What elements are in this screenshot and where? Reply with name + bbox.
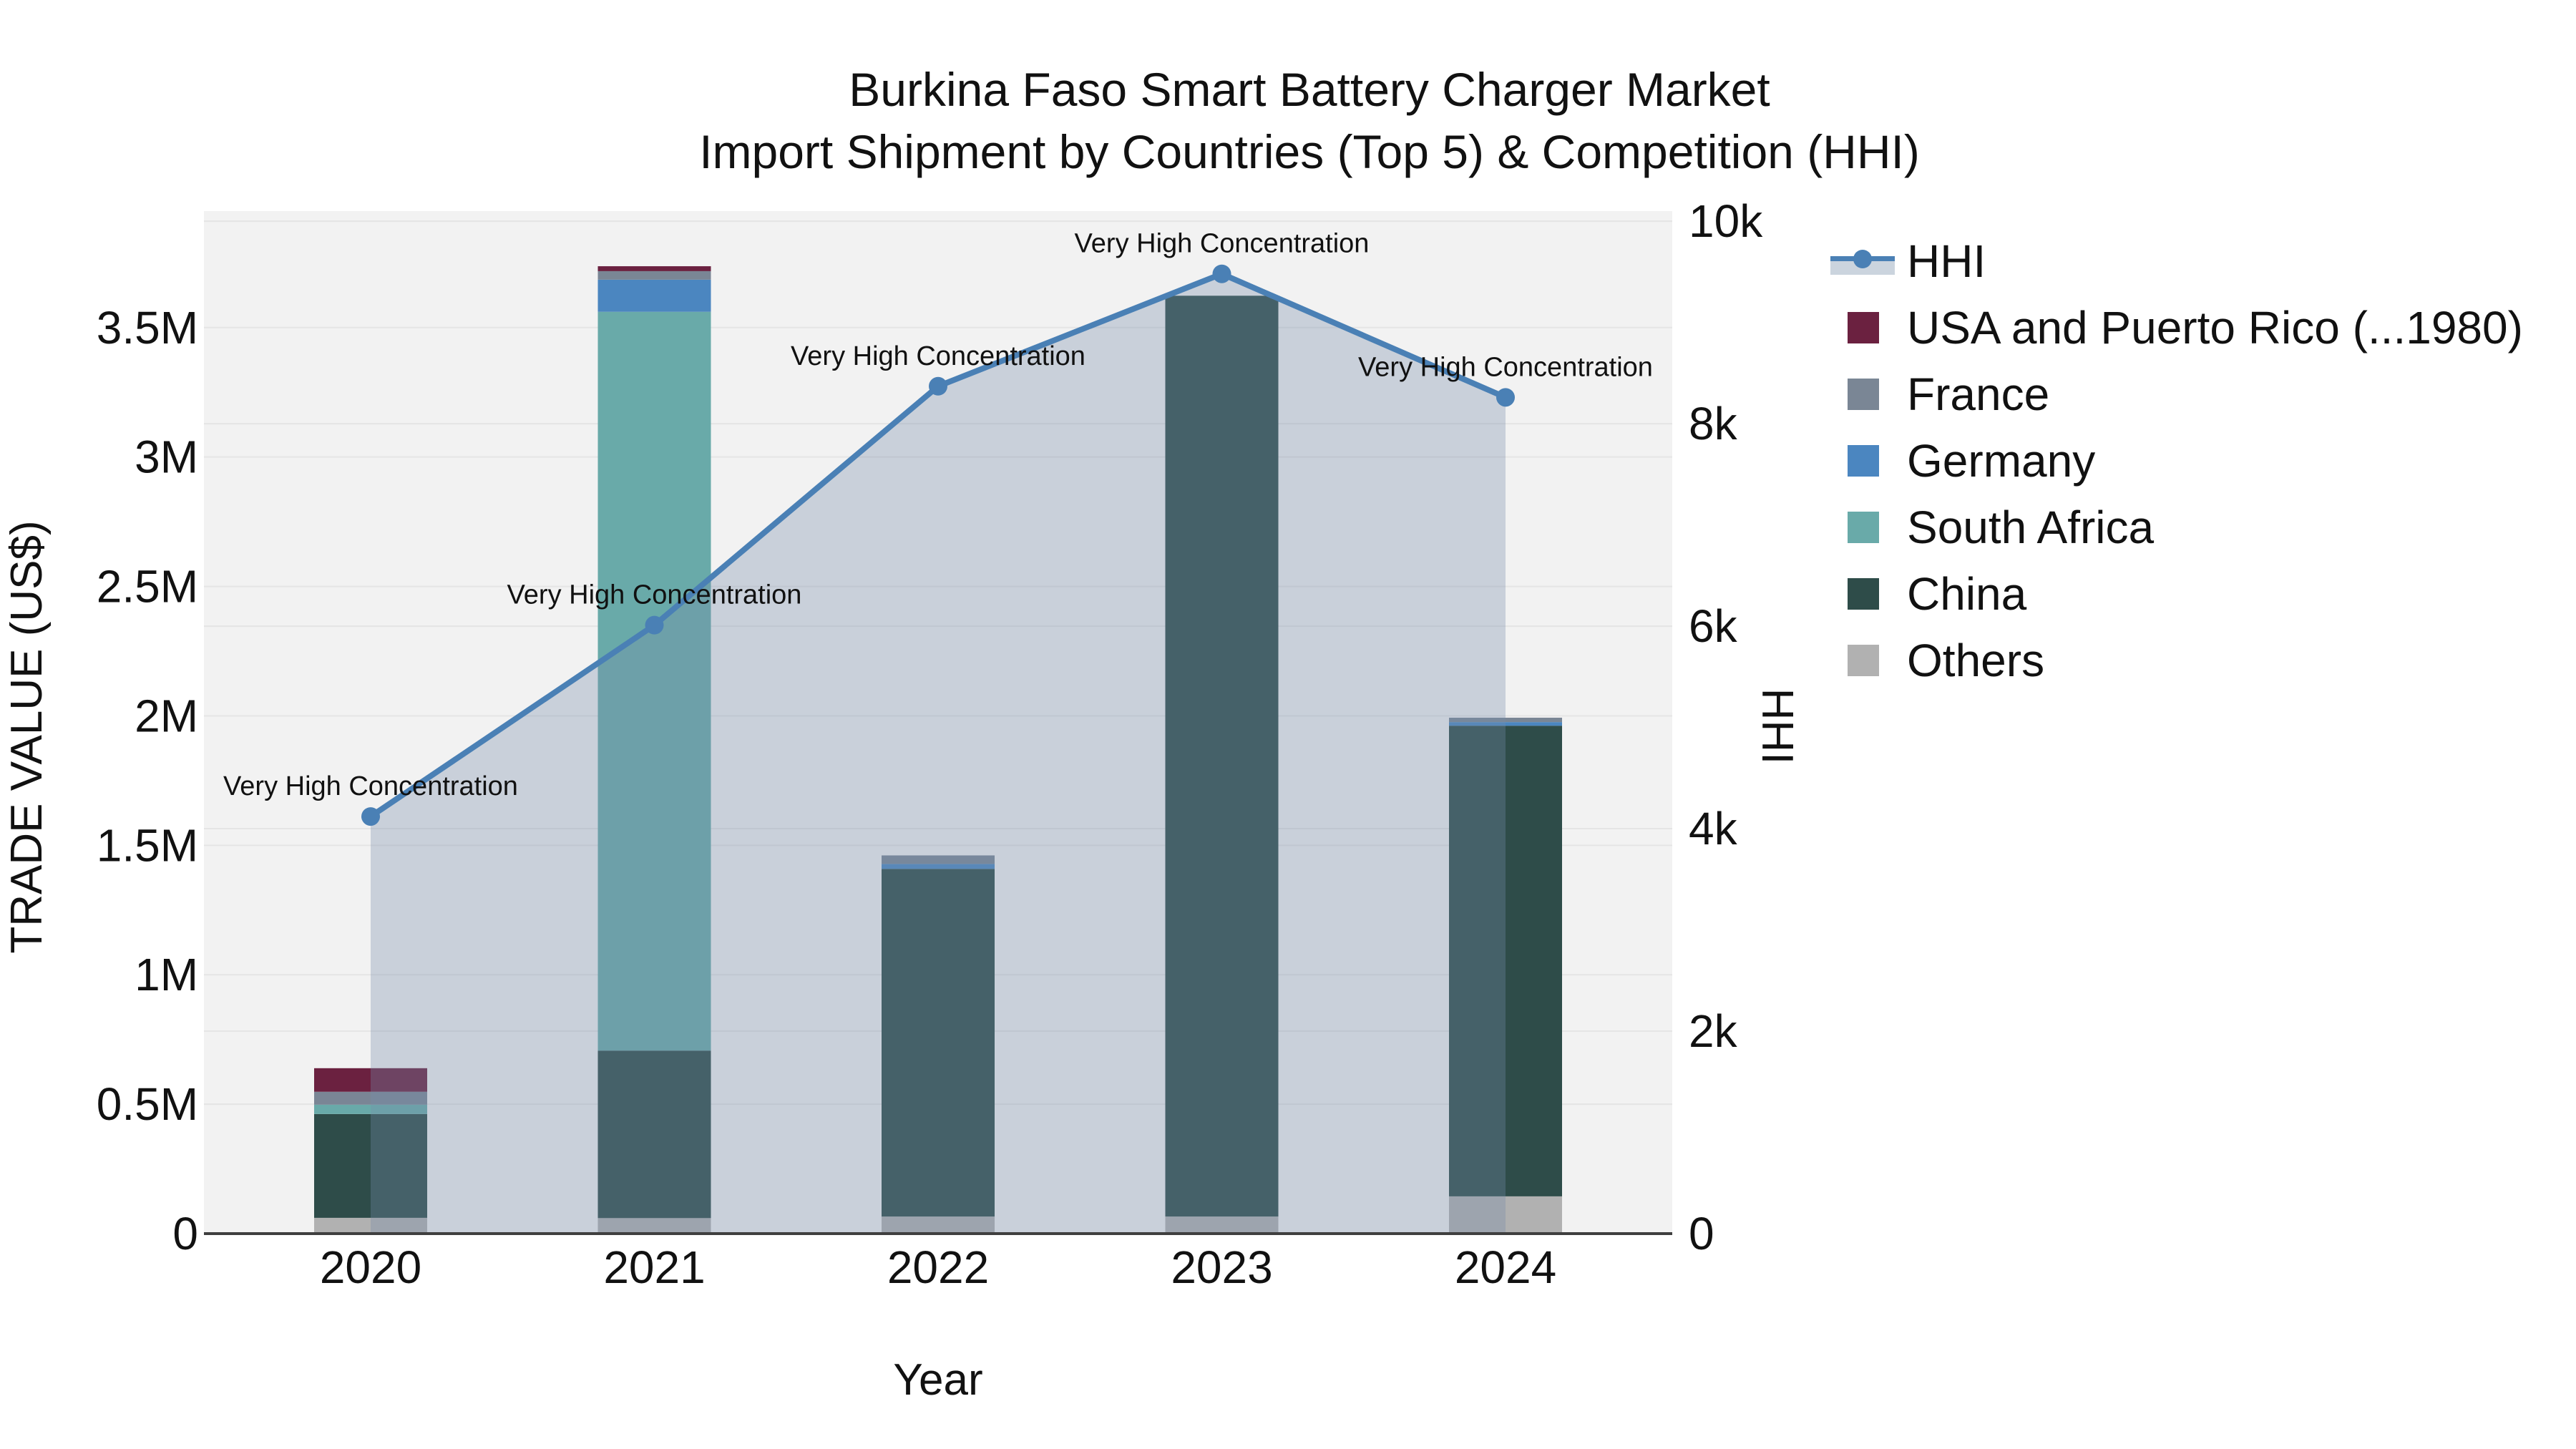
x-axis-title: Year [893, 1355, 983, 1405]
y-axis-left-title: TRADE VALUE (US$) [2, 520, 52, 954]
legend-label: South Africa [1907, 502, 2155, 553]
bar-segment-germany[interactable] [882, 864, 995, 869]
y-right-tick-label: 6k [1689, 600, 1738, 652]
legend-label: USA and Puerto Rico (...1980) [1907, 302, 2523, 353]
y-left-tick-label: 3.5M [97, 302, 198, 353]
y-left-tick-label: 2.5M [97, 561, 198, 613]
y-left-tick-label: 3M [135, 431, 198, 483]
x-tick-label: 2022 [887, 1241, 989, 1293]
bar-segment-france[interactable] [1449, 717, 1562, 723]
annotation-very-high-concentration: Very High Concentration [507, 580, 802, 610]
bar-segment-china[interactable] [597, 1050, 711, 1219]
y-right-tick-label: 8k [1689, 398, 1738, 449]
hhi-marker[interactable] [645, 615, 664, 635]
bar-segment-south-africa[interactable] [597, 311, 711, 1051]
hhi-marker[interactable] [1212, 264, 1231, 283]
bar-segment-usa-and-puerto-rico[interactable] [597, 266, 711, 271]
y-left-tick-label: 0 [172, 1208, 198, 1259]
usa-swatch-icon [1848, 312, 1879, 343]
y-right-tick-label: 4k [1689, 803, 1738, 854]
legend-label: France [1907, 369, 2050, 420]
bar-segment-others[interactable] [597, 1218, 711, 1234]
hhi-area-fill [371, 273, 1506, 1234]
hhi-marker[interactable] [929, 376, 947, 396]
bar-segment-others[interactable] [1449, 1196, 1562, 1234]
y-left-tick-label: 1M [135, 949, 198, 1000]
x-tick-label: 2021 [603, 1241, 705, 1293]
legend-label: Others [1907, 635, 2045, 686]
y-left-tick-label: 2M [135, 690, 198, 741]
annotation-very-high-concentration: Very High Concentration [223, 771, 518, 801]
germany-swatch-icon [1848, 445, 1879, 477]
bar-segment-china[interactable] [1449, 726, 1562, 1196]
chart-title-line1: Burkina Faso Smart Battery Charger Marke… [849, 63, 1770, 116]
x-tick-label: 2024 [1455, 1241, 1556, 1293]
y-right-tick-label: 2k [1689, 1005, 1738, 1057]
bar-segment-france[interactable] [882, 855, 995, 864]
hhi-marker[interactable] [361, 807, 380, 826]
bar-segment-germany[interactable] [597, 279, 711, 312]
hhi-marker[interactable] [1496, 388, 1515, 407]
bar-segment-germany[interactable] [1449, 722, 1562, 726]
bar-segment-south-africa[interactable] [314, 1104, 427, 1114]
france-swatch-icon [1848, 379, 1879, 410]
bar-segment-france[interactable] [314, 1091, 427, 1105]
y-right-tick-label: 0 [1689, 1208, 1714, 1259]
bar-segment-china[interactable] [314, 1113, 427, 1218]
bar-segment-others[interactable] [1165, 1216, 1279, 1234]
chart-title-line2: Import Shipment by Countries (Top 5) & C… [699, 125, 1920, 178]
x-tick-label: 2023 [1171, 1241, 1272, 1293]
south-africa-swatch-icon [1848, 512, 1879, 543]
annotation-very-high-concentration: Very High Concentration [791, 341, 1085, 371]
y-axis-right-title: HHI [1752, 688, 1802, 765]
bar-segment-usa-and-puerto-rico[interactable] [314, 1068, 427, 1092]
bar-segment-france[interactable] [597, 270, 711, 280]
annotation-very-high-concentration: Very High Concentration [1358, 352, 1653, 382]
y-left-tick-label: 1.5M [97, 819, 198, 871]
legend-label: HHI [1907, 235, 1986, 287]
others-swatch-icon [1848, 645, 1879, 676]
legend-label: Germany [1907, 435, 2096, 487]
y-left-tick-label: 0.5M [97, 1078, 198, 1130]
y-right-tick-label: 10k [1689, 195, 1763, 247]
legend-label: China [1907, 568, 2027, 620]
annotation-very-high-concentration: Very High Concentration [1075, 229, 1370, 259]
bar-segment-others[interactable] [882, 1216, 995, 1234]
bar-segment-china[interactable] [882, 869, 995, 1217]
bar-segment-others[interactable] [314, 1217, 427, 1234]
china-swatch-icon [1848, 578, 1879, 610]
bar-segment-china[interactable] [1165, 296, 1279, 1217]
x-tick-label: 2020 [320, 1241, 421, 1293]
